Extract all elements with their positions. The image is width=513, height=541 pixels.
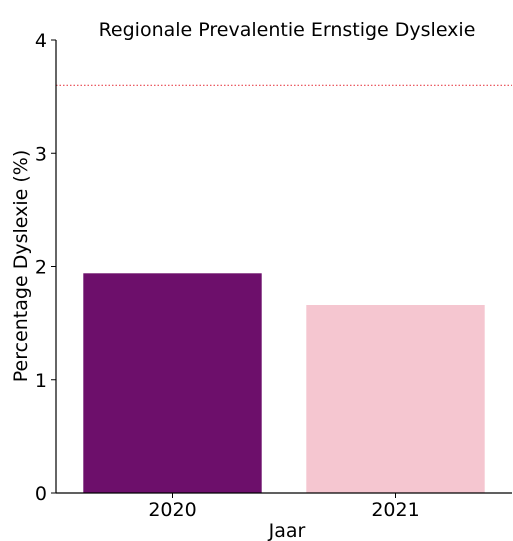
bar-2020 xyxy=(83,273,262,493)
y-tick-label: 0 xyxy=(35,483,47,505)
x-axis-ticks: 2020 2021 xyxy=(148,493,420,521)
plot-area xyxy=(56,84,512,493)
x-tick-label: 2020 xyxy=(148,499,196,521)
y-tick-label: 1 xyxy=(35,370,47,392)
x-tick-label: 2021 xyxy=(371,499,419,521)
y-tick-label: 3 xyxy=(35,143,47,165)
x-axis-label: Jaar xyxy=(268,520,306,541)
y-tick-label: 2 xyxy=(35,257,47,279)
bar-2021 xyxy=(306,305,485,493)
chart-title: Regionale Prevalentie Ernstige Dyslexie xyxy=(99,19,476,41)
y-tick-label: 4 xyxy=(35,30,47,52)
y-axis-label: Percentage Dyslexie (%) xyxy=(10,150,32,382)
y-axis-ticks: 0 1 2 3 4 xyxy=(35,30,56,505)
